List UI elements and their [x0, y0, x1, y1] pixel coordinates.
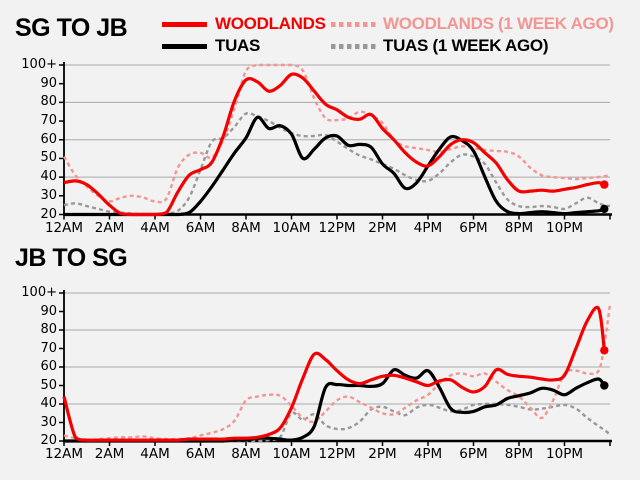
series-woodlands-1-week-ago — [62, 63, 611, 204]
legend-label-woodlands-1-week-ago: WOODLANDS (1 WEEK AGO) — [383, 14, 614, 33]
legend-swatch-tuas — [162, 43, 207, 49]
y-tick-label: 70 — [40, 340, 57, 356]
legend-label-woodlands: WOODLANDS — [215, 14, 326, 33]
series-end-dot-tuas — [600, 381, 609, 390]
legend-swatch-woodlands — [162, 21, 207, 27]
y-tick-label: 100+ — [21, 57, 57, 72]
legend: WOODLANDS WOODLANDS (1 WEEK AGO) TUAS TU… — [162, 13, 633, 57]
y-tick-label: 30 — [40, 414, 57, 430]
x-tick-label: 10AM — [272, 446, 311, 462]
x-tick-label: 2AM — [94, 219, 125, 236]
y-tick-label: 20 — [40, 206, 57, 222]
x-tick-label: 2AM — [94, 446, 125, 462]
x-tick-label: 6PM — [459, 446, 488, 462]
series-woodlands-current — [62, 305, 606, 442]
series-woodlands-current — [63, 72, 605, 217]
x-tick-label: 8PM — [504, 446, 534, 462]
y-tick-label: 80 — [40, 94, 57, 110]
x-tick-label: 8AM — [231, 446, 261, 462]
y-tick-label: 50 — [40, 150, 57, 166]
legend-label-tuas-1-week-ago: TUAS (1 WEEK AGO) — [383, 36, 549, 55]
x-tick-label: 8PM — [504, 219, 534, 236]
y-tick-label: 90 — [40, 75, 57, 91]
series-end-dot-woodlands — [600, 346, 609, 355]
chart1-title: SG TO JB — [15, 14, 128, 42]
series-tuas-current — [63, 115, 605, 217]
x-tick-label: 6PM — [459, 219, 488, 236]
series-tuas-current — [64, 367, 606, 443]
y-tick-label: 60 — [40, 359, 57, 374]
x-tick-label: 6AM — [185, 446, 216, 462]
legend-swatch-tuas-1-week-ago — [331, 43, 376, 49]
series-end-dot-tuas — [600, 204, 609, 214]
y-tick-label: 40 — [40, 169, 57, 185]
x-tick-label: 6AM — [185, 219, 216, 236]
x-tick-label: 4PM — [413, 219, 443, 236]
x-tick-label: 2PM — [368, 219, 397, 236]
y-tick-label: 20 — [40, 433, 57, 448]
y-tick-label: 40 — [40, 396, 57, 411]
y-tick-label: 50 — [40, 377, 57, 393]
legend-swatch-woodlands-1-week-ago — [331, 21, 376, 27]
x-tick-label: 12PM — [318, 446, 356, 462]
x-tick-label: 4AM — [140, 446, 170, 462]
y-tick-label: 60 — [40, 131, 57, 147]
x-tick-label: 12AM — [44, 446, 84, 462]
chart2-title: JB TO SG — [15, 244, 128, 272]
series-tuas-1-week-ago — [63, 111, 611, 216]
series-tuas-1-week-ago — [64, 402, 611, 443]
y-tick-label: 80 — [40, 322, 57, 337]
x-tick-label: 12AM — [44, 219, 84, 236]
y-tick-label: 30 — [40, 187, 57, 203]
x-tick-label: 10PM — [546, 219, 583, 236]
x-tick-label: 12PM — [318, 219, 356, 236]
x-tick-label: 4PM — [413, 446, 443, 462]
y-tick-label: 90 — [40, 303, 57, 319]
x-tick-label: 10PM — [546, 446, 583, 462]
y-tick-label: 100+ — [21, 285, 57, 300]
x-tick-label: 2PM — [368, 446, 397, 462]
x-tick-label: 4AM — [140, 219, 170, 236]
y-tick-label: 70 — [40, 113, 57, 129]
series-end-dot-woodlands — [600, 180, 609, 189]
legend-label-tuas: TUAS — [215, 36, 261, 55]
x-tick-label: 10AM — [272, 219, 311, 236]
x-tick-label: 8AM — [231, 219, 261, 236]
